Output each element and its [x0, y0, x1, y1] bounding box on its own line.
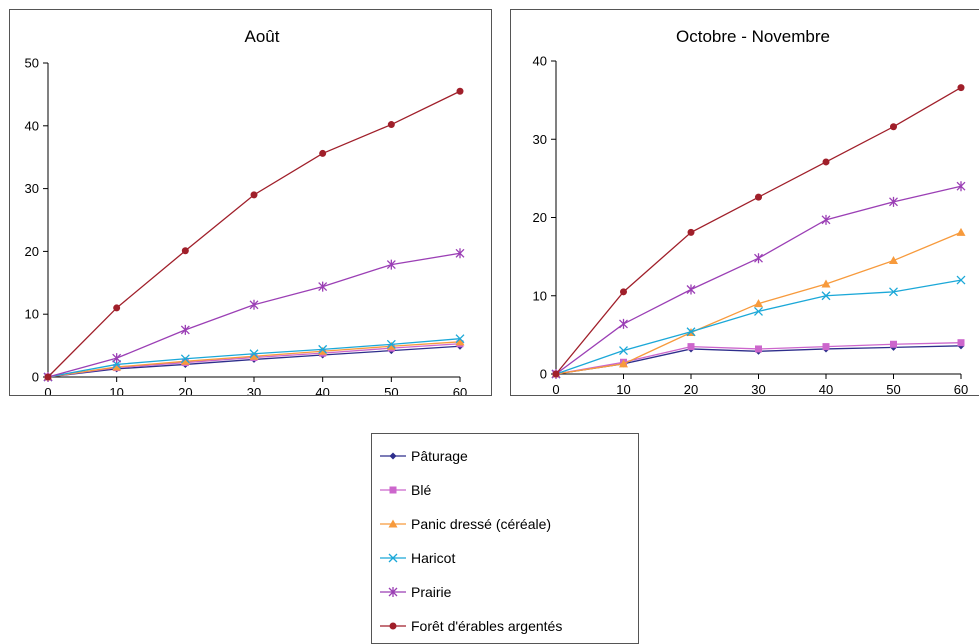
legend: Pâturage Blé Panic dressé (céréale) Haricot… — [371, 433, 639, 644]
oct-point-ble — [755, 345, 762, 352]
chart-panel-aout: Août 0 10 20 30 40 50 0 10 20 30 40 50 60 — [9, 9, 492, 396]
oct-x-tick-label: 40 — [819, 382, 833, 395]
legend-item-prairie: Prairie — [379, 582, 451, 602]
oct-y-tick-label: 20 — [533, 210, 547, 225]
legend-swatch-marker — [390, 487, 397, 494]
legend-item-panic-dresse-cereale: Panic dressé (céréale) — [379, 514, 551, 534]
oct-y-tick-label: 30 — [533, 132, 547, 147]
oct-point-foret-d-erables-argentes — [553, 371, 560, 378]
aout-point-foret-d-erables-argentes — [457, 88, 464, 95]
aout-point-foret-d-erables-argentes — [45, 374, 52, 381]
oct-series-panic-dresse-cereale — [552, 228, 966, 378]
aout-x-tick-label: 30 — [247, 385, 261, 395]
oct-point-foret-d-erables-argentes — [958, 84, 965, 91]
legend-item-paturage: Pâturage — [379, 446, 468, 466]
aout-y-tick-label: 0 — [32, 370, 39, 385]
oct-point-prairie — [620, 319, 628, 329]
legend-swatch-marker — [390, 623, 397, 630]
chart-panel-octobre-novembre: Octobre - Novembre 0 10 20 30 40 0 10 20 30 40 50 60 — [510, 9, 979, 396]
legend-item-foret-d-erables-argentes: Forêt d'érables argentés — [379, 616, 562, 636]
oct-x-tick-label: 60 — [954, 382, 968, 395]
oct-point-ble — [890, 341, 897, 348]
legend-label: Haricot — [411, 550, 455, 566]
oct-point-prairie — [687, 284, 695, 294]
legend-swatch — [379, 517, 407, 531]
aout-point-prairie — [181, 325, 189, 335]
legend-label: Blé — [411, 482, 431, 498]
legend-swatch — [379, 483, 407, 497]
oct-point-foret-d-erables-argentes — [688, 229, 695, 236]
aout-x-tick-label: 10 — [109, 385, 123, 395]
oct-point-prairie — [755, 253, 763, 263]
oct-x-tick-label: 0 — [552, 382, 559, 395]
oct-title: Octobre - Novembre — [676, 27, 830, 46]
aout-series-paturage — [45, 343, 464, 381]
oct-x-tick-label: 50 — [886, 382, 900, 395]
oct-y-tick-label: 0 — [540, 367, 547, 382]
oct-x-tick-label: 20 — [684, 382, 698, 395]
oct-point-panic-dresse-cereale — [957, 228, 966, 236]
aout-title: Août — [245, 27, 280, 46]
oct-point-foret-d-erables-argentes — [823, 158, 830, 165]
oct-line-haricot — [556, 280, 961, 374]
oct-line-foret-d-erables-argentes — [556, 88, 961, 374]
aout-y-tick-label: 50 — [25, 56, 39, 71]
aout-point-foret-d-erables-argentes — [251, 191, 258, 198]
legend-item-haricot: Haricot — [379, 548, 455, 568]
oct-x-tick-label: 10 — [616, 382, 630, 395]
aout-point-foret-d-erables-argentes — [319, 150, 326, 157]
oct-x-tick-label: 30 — [751, 382, 765, 395]
aout-x-tick-label: 60 — [453, 385, 467, 395]
oct-y-tick-label: 40 — [533, 54, 547, 69]
aout-point-prairie — [113, 353, 121, 363]
chart-octobre-novembre: Octobre - Novembre 0 10 20 30 40 0 10 20 30 40 50 60 — [511, 10, 979, 395]
aout-y-tick-label: 20 — [25, 244, 39, 259]
legend-swatch-marker — [390, 453, 397, 460]
aout-point-prairie — [250, 300, 258, 310]
oct-point-ble — [688, 343, 695, 350]
legend-label: Panic dressé (céréale) — [411, 516, 551, 532]
aout-y-tick-label: 40 — [25, 118, 39, 133]
aout-y-tick-label: 30 — [25, 181, 39, 196]
oct-series-foret-d-erables-argentes — [553, 84, 965, 377]
oct-point-ble — [823, 343, 830, 350]
oct-point-foret-d-erables-argentes — [620, 288, 627, 295]
legend-swatch — [379, 551, 407, 565]
legend-label: Pâturage — [411, 448, 468, 464]
aout-point-foret-d-erables-argentes — [388, 121, 395, 128]
legend-label: Prairie — [411, 584, 451, 600]
legend-swatch — [379, 585, 407, 599]
aout-x-tick-label: 20 — [178, 385, 192, 395]
oct-series-haricot — [552, 276, 965, 378]
oct-point-foret-d-erables-argentes — [890, 123, 897, 130]
oct-point-foret-d-erables-argentes — [755, 194, 762, 201]
legend-swatch — [379, 449, 407, 463]
oct-point-prairie — [822, 215, 830, 225]
aout-point-foret-d-erables-argentes — [113, 304, 120, 311]
oct-series-ble — [553, 339, 965, 377]
aout-point-foret-d-erables-argentes — [182, 247, 189, 254]
legend-item-ble: Blé — [379, 480, 431, 500]
oct-point-ble — [958, 339, 965, 346]
aout-line-foret-d-erables-argentes — [48, 91, 460, 377]
aout-point-prairie — [319, 282, 327, 292]
legend-swatch — [379, 619, 407, 633]
aout-x-tick-label: 40 — [315, 385, 329, 395]
oct-point-panic-dresse-cereale — [889, 256, 898, 264]
aout-y-tick-label: 10 — [25, 307, 39, 322]
oct-point-haricot — [620, 347, 628, 355]
oct-y-tick-label: 10 — [533, 288, 547, 303]
legend-label: Forêt d'érables argentés — [411, 618, 562, 634]
aout-x-tick-label: 50 — [384, 385, 398, 395]
aout-x-tick-label: 0 — [44, 385, 51, 395]
aout-series-foret-d-erables-argentes — [45, 88, 464, 381]
chart-aout: Août 0 10 20 30 40 50 0 10 20 30 40 50 60 — [10, 10, 491, 395]
